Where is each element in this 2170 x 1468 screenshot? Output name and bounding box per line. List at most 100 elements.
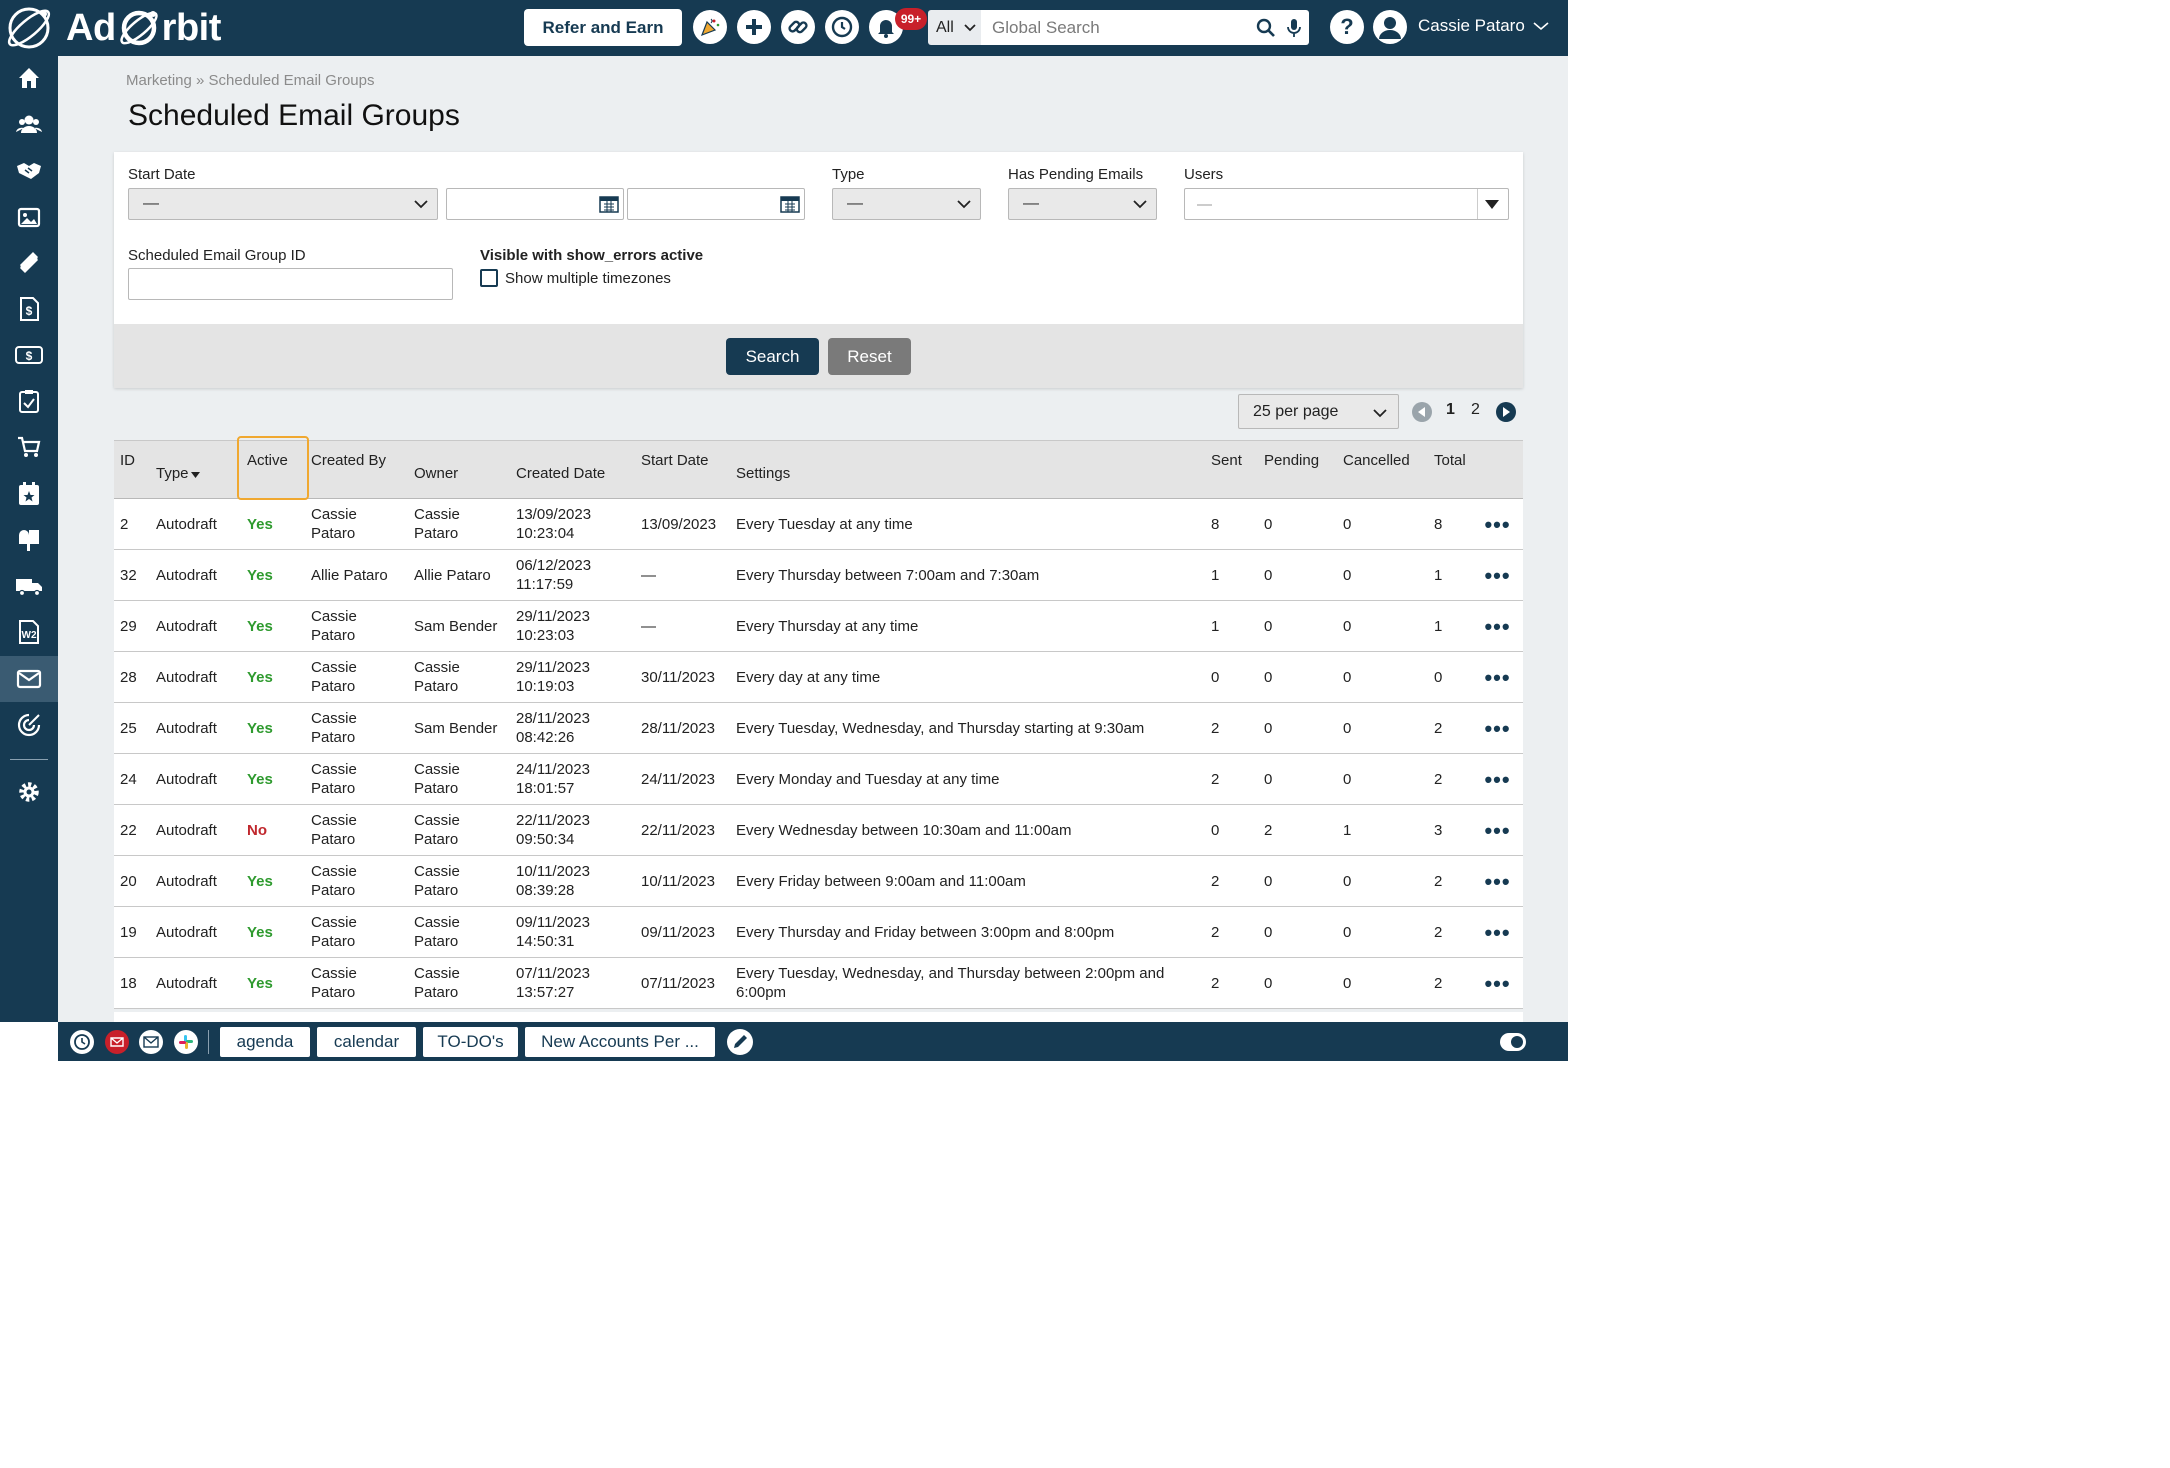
row-actions-menu-icon[interactable]: ••• bbox=[1472, 957, 1523, 1009]
sidebar-item-mailbox[interactable] bbox=[0, 517, 58, 563]
sidebar-item-email[interactable] bbox=[0, 656, 58, 702]
timezones-checkbox[interactable] bbox=[480, 269, 498, 287]
row-actions-menu-icon[interactable]: ••• bbox=[1472, 549, 1523, 601]
page-1-link[interactable]: 1 bbox=[1446, 401, 1455, 418]
col-cancelled[interactable]: Cancelled bbox=[1337, 440, 1428, 499]
user-menu[interactable]: Cassie Pataro bbox=[1418, 16, 1549, 36]
row-actions-menu-icon[interactable]: ••• bbox=[1472, 651, 1523, 703]
cell-created-by: Cassie Pataro bbox=[305, 753, 408, 805]
global-search-input[interactable]: Global Search bbox=[981, 10, 1309, 45]
pencil-icon[interactable] bbox=[727, 1029, 753, 1055]
col-total[interactable]: Total bbox=[1428, 440, 1472, 499]
next-page-button[interactable] bbox=[1496, 402, 1516, 422]
sidebar-item-deals[interactable] bbox=[0, 147, 58, 193]
tab-new-accounts[interactable]: New Accounts Per ... bbox=[525, 1027, 715, 1057]
breadcrumb-marketing[interactable]: Marketing bbox=[126, 72, 192, 89]
search-icon[interactable] bbox=[1256, 18, 1276, 38]
row-actions-menu-icon[interactable]: ••• bbox=[1472, 804, 1523, 856]
col-pending[interactable]: Pending bbox=[1258, 440, 1337, 499]
sidebar-item-billing[interactable]: $ bbox=[0, 332, 58, 378]
history-icon[interactable] bbox=[825, 10, 859, 44]
row-actions-menu-icon[interactable]: ••• bbox=[1472, 855, 1523, 907]
table-row[interactable]: 29 Autodraft Yes Cassie Pataro Sam Bender 29/… bbox=[114, 600, 1523, 652]
pending-emails-select[interactable]: — bbox=[1008, 188, 1157, 220]
calendar-picker-icon[interactable] bbox=[599, 195, 619, 213]
table-row[interactable]: 20 Autodraft Yes Cassie Pataro Cassie Pataro… bbox=[114, 855, 1523, 907]
sidebar-item-media[interactable] bbox=[0, 194, 58, 240]
sidebar-item-delivery[interactable] bbox=[0, 563, 58, 609]
link-icon[interactable] bbox=[781, 10, 815, 44]
col-settings[interactable]: Settings bbox=[730, 440, 1205, 499]
table-row[interactable]: 24 Autodraft Yes Cassie Pataro Cassie Pataro… bbox=[114, 753, 1523, 805]
email-compose-icon[interactable] bbox=[139, 1030, 163, 1054]
page-2-link[interactable]: 2 bbox=[1471, 401, 1480, 418]
app-logo[interactable]: Ad rbit bbox=[6, 6, 221, 50]
cell-type: Autodraft bbox=[150, 651, 241, 703]
prev-page-button[interactable] bbox=[1412, 402, 1432, 422]
row-actions-menu-icon[interactable]: ••• bbox=[1472, 702, 1523, 754]
sidebar-item-tasks[interactable] bbox=[0, 378, 58, 424]
sidebar-item-orders[interactable] bbox=[0, 424, 58, 470]
help-button[interactable]: ? bbox=[1330, 10, 1364, 44]
col-type[interactable]: Type bbox=[150, 440, 241, 499]
reset-button[interactable]: Reset bbox=[828, 338, 911, 375]
table-row[interactable]: 22 Autodraft No Cassie Pataro Cassie Pataro 2… bbox=[114, 804, 1523, 856]
tab-agenda[interactable]: agenda bbox=[220, 1027, 310, 1057]
gmail-icon[interactable] bbox=[105, 1030, 129, 1054]
users-select[interactable]: — bbox=[1184, 188, 1509, 220]
row-actions-menu-icon[interactable]: ••• bbox=[1472, 906, 1523, 958]
microphone-icon[interactable] bbox=[1287, 18, 1301, 38]
type-select[interactable]: — bbox=[832, 188, 981, 220]
table-row[interactable]: 19 Autodraft Yes Cassie Pataro Cassie Pataro… bbox=[114, 906, 1523, 958]
sidebar-item-circulation[interactable] bbox=[0, 702, 58, 748]
notifications-badge: 99+ bbox=[895, 8, 927, 30]
table-row[interactable]: 18 Autodraft Yes Cassie Pataro Cassie Pataro… bbox=[114, 957, 1523, 1009]
row-actions-menu-icon[interactable]: ••• bbox=[1472, 600, 1523, 652]
sidebar-item-home[interactable] bbox=[0, 55, 58, 101]
start-date-from-input[interactable] bbox=[446, 188, 624, 220]
table-row[interactable]: 32 Autodraft Yes Allie Pataro Allie Pataro 06… bbox=[114, 549, 1523, 601]
cell-id: 22 bbox=[114, 804, 150, 856]
tab-calendar[interactable]: calendar bbox=[317, 1027, 416, 1057]
row-actions-menu-icon[interactable]: ••• bbox=[1472, 753, 1523, 805]
per-page-select[interactable]: 25 per page bbox=[1238, 394, 1399, 429]
col-created-by[interactable]: Created By bbox=[305, 440, 408, 499]
col-id[interactable]: ID bbox=[114, 440, 150, 499]
col-created-date[interactable]: Created Date bbox=[510, 440, 635, 499]
col-owner[interactable]: Owner bbox=[408, 440, 510, 499]
cell-created-date: 24/11/2023 18:01:57 bbox=[510, 753, 635, 805]
cell-id: 29 bbox=[114, 600, 150, 652]
toggle-switch[interactable] bbox=[1500, 1033, 1526, 1051]
user-avatar[interactable] bbox=[1373, 10, 1407, 44]
sidebar-item-w2[interactable]: W2 bbox=[0, 609, 58, 655]
refer-and-earn-button[interactable]: Refer and Earn bbox=[524, 9, 682, 46]
calendar-picker-icon[interactable] bbox=[780, 195, 800, 213]
contacts-icon bbox=[16, 115, 42, 133]
sidebar-item-invoices[interactable]: $ bbox=[0, 286, 58, 332]
table-row[interactable]: 25 Autodraft Yes Cassie Pataro Sam Bender 28/… bbox=[114, 702, 1523, 754]
table-row[interactable]: 28 Autodraft Yes Cassie Pataro Cassie Pataro… bbox=[114, 651, 1523, 703]
col-start-date[interactable]: Start Date bbox=[635, 440, 730, 499]
cell-created-by: Cassie Pataro bbox=[305, 957, 408, 1009]
start-date-select[interactable]: — bbox=[128, 188, 438, 220]
cell-cancelled: 1 bbox=[1337, 804, 1428, 856]
clock-icon[interactable] bbox=[70, 1030, 94, 1054]
slack-icon[interactable] bbox=[174, 1030, 198, 1054]
search-scope-select[interactable]: All bbox=[928, 10, 981, 45]
col-sent[interactable]: Sent bbox=[1205, 440, 1258, 499]
ticket-icon bbox=[20, 252, 38, 273]
sidebar-item-settings[interactable] bbox=[0, 769, 58, 815]
sidebar-item-tickets[interactable] bbox=[0, 240, 58, 286]
group-id-input[interactable] bbox=[128, 268, 453, 300]
cell-type: Autodraft bbox=[150, 906, 241, 958]
row-actions-menu-icon[interactable]: ••• bbox=[1472, 498, 1523, 550]
col-active[interactable]: Active bbox=[241, 440, 305, 499]
party-icon[interactable] bbox=[693, 10, 727, 44]
add-icon[interactable] bbox=[737, 10, 771, 44]
table-row[interactable]: 2 Autodraft Yes Cassie Pataro Cassie Pataro 1… bbox=[114, 498, 1523, 550]
start-date-to-input[interactable] bbox=[627, 188, 805, 220]
sidebar-item-calendar[interactable] bbox=[0, 471, 58, 517]
search-button[interactable]: Search bbox=[726, 338, 819, 375]
sidebar-item-contacts[interactable] bbox=[0, 101, 58, 147]
tab-todos[interactable]: TO-DO's bbox=[423, 1027, 518, 1057]
